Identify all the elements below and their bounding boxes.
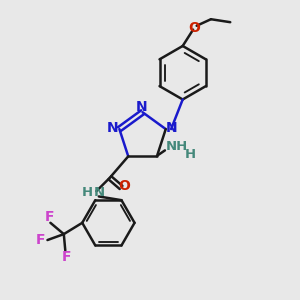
Text: H: H <box>185 148 196 161</box>
Text: O: O <box>119 179 130 193</box>
Text: F: F <box>36 233 46 247</box>
Text: F: F <box>44 211 54 224</box>
Text: N: N <box>107 122 119 136</box>
Text: F: F <box>62 250 71 264</box>
Text: N: N <box>93 186 104 199</box>
Text: NH: NH <box>166 140 188 153</box>
Text: H: H <box>81 186 92 199</box>
Text: O: O <box>188 20 200 34</box>
Text: N: N <box>136 100 148 114</box>
Text: N: N <box>165 122 177 136</box>
